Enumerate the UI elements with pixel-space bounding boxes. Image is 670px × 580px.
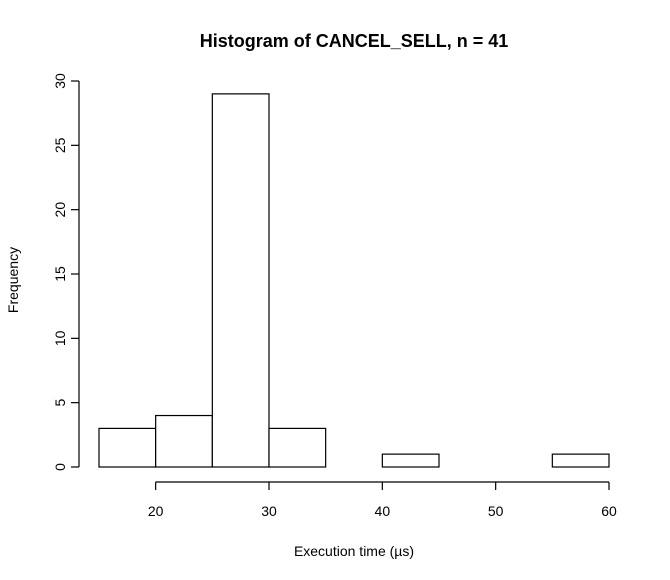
x-tick-label: 40: [375, 503, 391, 519]
x-tick-label: 30: [261, 503, 277, 519]
x-axis: 20 30 40 50 60: [148, 481, 617, 519]
histogram-bar-8: [551, 453, 610, 468]
y-tick-label: 10: [52, 330, 68, 346]
y-tick-label: 25: [52, 137, 68, 153]
x-tick-label: 50: [488, 503, 504, 519]
y-tick-label: 0: [52, 463, 68, 471]
y-axis: 0 5 10 15 20 25 30: [52, 73, 80, 471]
y-axis-label: Frequency: [5, 247, 21, 313]
x-tick-label: 20: [148, 503, 164, 519]
y-tick-label: 20: [52, 202, 68, 218]
histogram-bar-3: [268, 427, 327, 468]
x-axis-label: Execution time (µs): [294, 543, 414, 559]
histogram-bar-5: [381, 453, 440, 468]
x-tick-label: 60: [601, 503, 617, 519]
histogram-bar-0: [98, 427, 157, 468]
histogram-bar-1: [155, 414, 213, 468]
histogram-bar-2: [211, 93, 270, 468]
y-tick-label: 5: [52, 399, 68, 407]
y-tick-label: 30: [52, 73, 68, 89]
chart-title: Histogram of CANCEL_SELL, n = 41: [200, 31, 509, 51]
bars-group: [98, 93, 610, 468]
y-tick-label: 15: [52, 266, 68, 282]
